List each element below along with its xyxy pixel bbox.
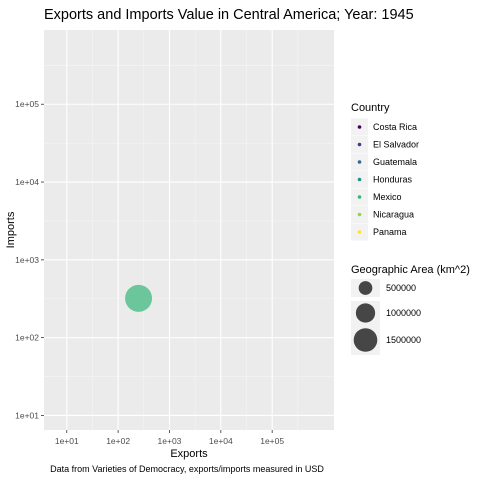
- y-tick-label: 1e+01: [15, 410, 39, 420]
- size-legend-circle: [358, 281, 373, 295]
- color-legend: Country Costa Rica El Salvador Guatemala Ho…: [351, 102, 419, 241]
- y-tick-label: 1e+04: [15, 177, 39, 187]
- color-legend-swatch: [357, 195, 362, 199]
- caption: Data from Varieties of Democracy, export…: [50, 464, 324, 474]
- size-legend-label: 1500000: [386, 335, 421, 345]
- y-tick-label: 1e+05: [15, 99, 39, 109]
- size-legend-label: 500000: [386, 283, 416, 293]
- color-legend-swatch: [357, 177, 362, 182]
- x-tick-label: 1e+03: [158, 436, 182, 446]
- color-legend-swatch: [357, 160, 362, 164]
- size-legend-label: 1000000: [386, 308, 421, 318]
- x-tick-label: 1e+01: [55, 436, 79, 446]
- color-legend-swatch: [357, 212, 362, 217]
- chart-title: Exports and Imports Value in Central Ame…: [44, 7, 414, 23]
- color-legend-swatch: [357, 142, 362, 147]
- size-legend-title: Geographic Area (km^2): [351, 264, 470, 276]
- x-tick-label: 1e+02: [106, 436, 130, 446]
- y-tick-label: 1e+02: [15, 333, 39, 343]
- data-point-mexico: [125, 284, 153, 312]
- size-legend-circle: [353, 328, 378, 352]
- color-legend-label: Nicaragua: [373, 210, 414, 220]
- y-axis-title: Imports: [5, 211, 17, 248]
- grid: [44, 30, 334, 430]
- color-legend-swatch: [357, 125, 362, 129]
- color-legend-swatch: [357, 230, 362, 234]
- color-legend-label: Costa Rica: [373, 122, 417, 132]
- color-legend-label: Panama: [373, 227, 407, 237]
- x-tick-label: 1e+05: [260, 436, 284, 446]
- plot-panel: [44, 30, 334, 430]
- y-tick-label: 1e+03: [15, 255, 39, 265]
- points: [125, 284, 153, 312]
- color-legend-title: Country: [351, 102, 390, 114]
- size-legend: Geographic Area (km^2) 500000 1000000 1500…: [351, 264, 470, 355]
- ticks: 1e+01 1e+02 1e+03 1e+04 1e+05 1e+01 1e+02 1e+03…: [15, 99, 284, 446]
- color-legend-label: Honduras: [373, 175, 413, 185]
- color-legend-label: El Salvador: [373, 140, 419, 150]
- color-legend-label: Guatemala: [373, 157, 417, 167]
- x-tick-label: 1e+04: [209, 436, 233, 446]
- color-legend-label: Mexico: [373, 192, 402, 202]
- size-legend-circle: [355, 303, 376, 323]
- x-axis-title: Exports: [170, 448, 208, 460]
